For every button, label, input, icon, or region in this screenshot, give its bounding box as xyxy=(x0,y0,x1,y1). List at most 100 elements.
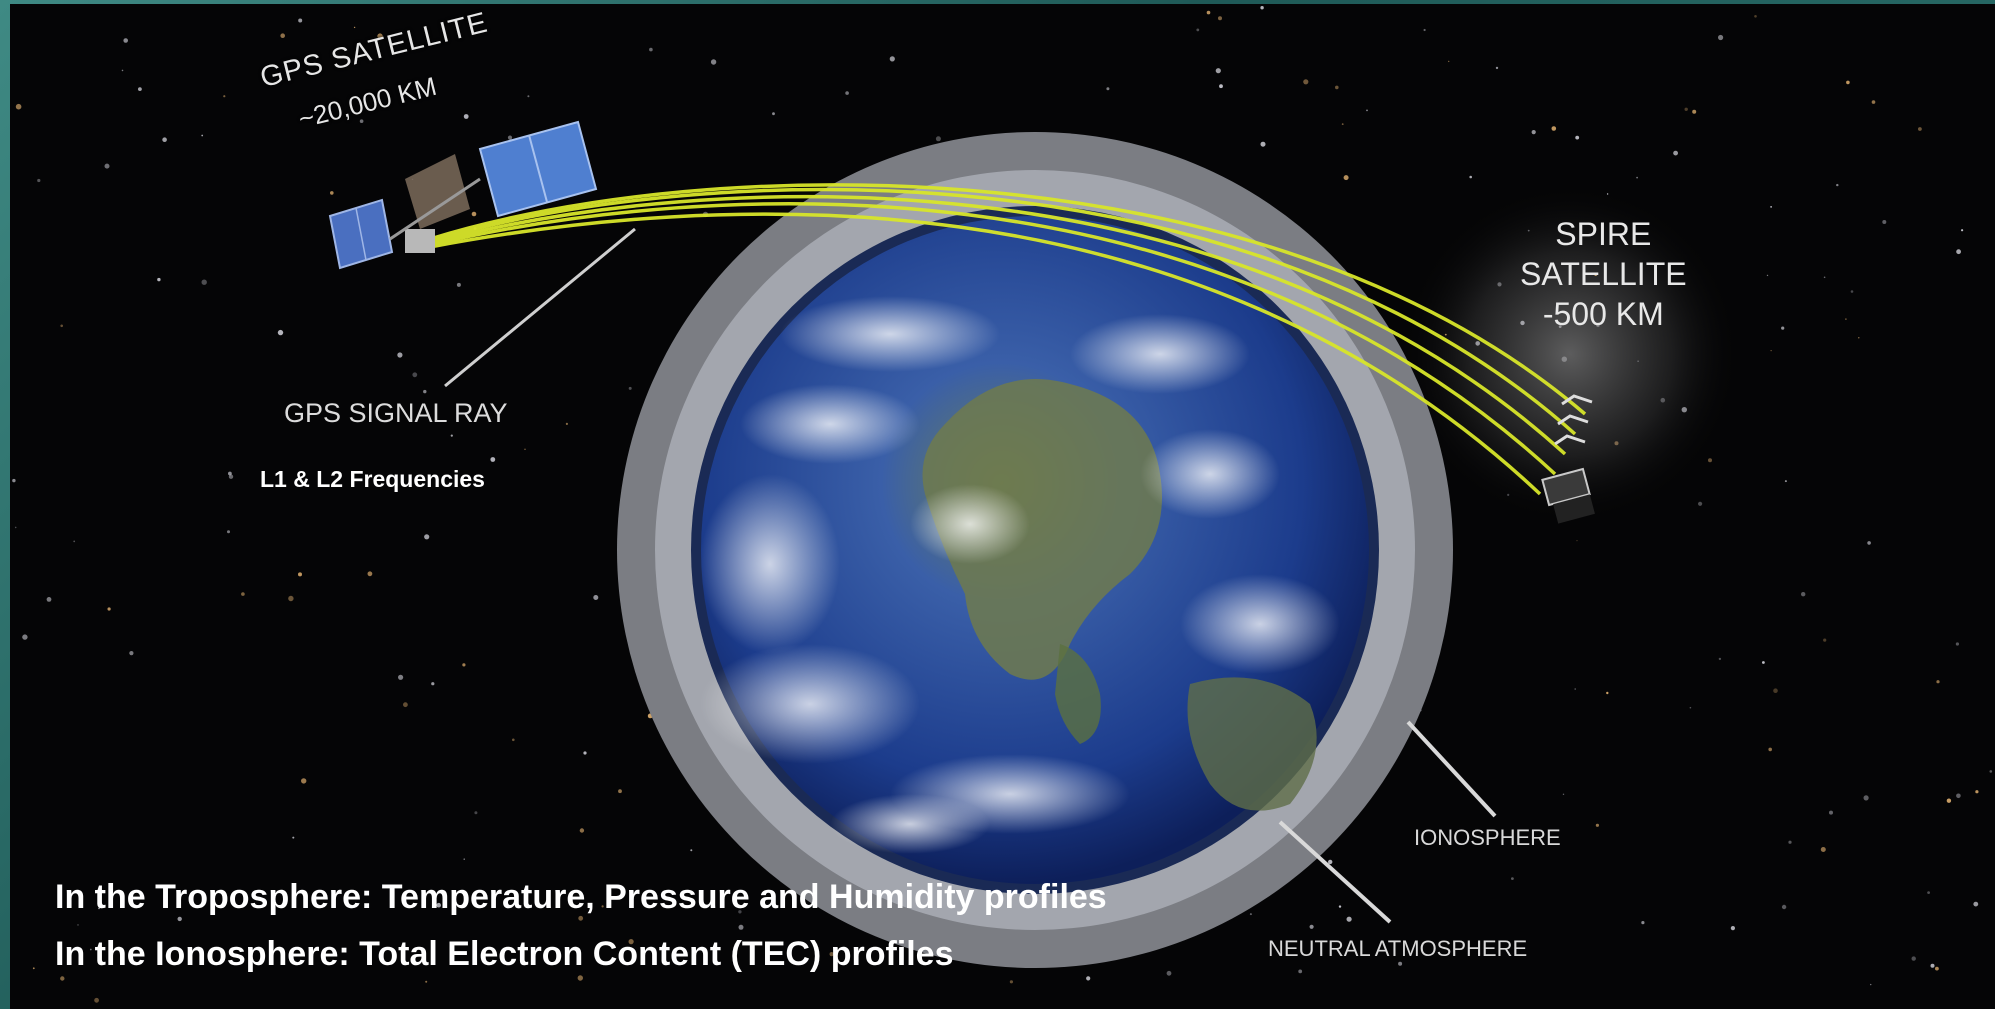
star xyxy=(1338,905,1342,908)
star xyxy=(1641,921,1645,925)
star xyxy=(15,103,22,110)
central-america-land xyxy=(1055,644,1101,744)
spire-line-1: SPIRE xyxy=(1555,216,1652,252)
star xyxy=(1531,130,1536,135)
star xyxy=(935,136,941,142)
star xyxy=(1973,901,1979,907)
star xyxy=(77,924,79,926)
star xyxy=(1946,798,1952,803)
star xyxy=(1730,926,1735,931)
star xyxy=(1845,318,1847,320)
star xyxy=(301,778,307,784)
star xyxy=(367,571,373,577)
star xyxy=(280,33,286,38)
star xyxy=(1788,840,1792,844)
star xyxy=(1343,175,1349,181)
star xyxy=(436,902,442,908)
star xyxy=(565,422,569,425)
star xyxy=(1086,976,1091,981)
star xyxy=(474,811,478,815)
star xyxy=(1823,276,1826,279)
star xyxy=(578,915,584,921)
star xyxy=(1850,290,1854,293)
star xyxy=(1448,60,1450,63)
star xyxy=(177,916,182,922)
star xyxy=(1930,963,1935,968)
star xyxy=(1206,10,1211,15)
spire-satellite-icon xyxy=(1541,394,1595,524)
star xyxy=(94,997,99,1003)
star xyxy=(1106,87,1110,91)
frequencies-label: L1 & L2 Frequencies xyxy=(260,466,485,492)
star xyxy=(1309,924,1314,929)
star xyxy=(123,38,128,43)
star xyxy=(1328,859,1333,865)
star xyxy=(1823,638,1827,642)
star xyxy=(22,634,28,640)
star xyxy=(1636,176,1638,179)
star xyxy=(201,279,207,285)
star xyxy=(228,471,232,476)
star xyxy=(1606,691,1609,695)
star xyxy=(223,95,226,98)
star xyxy=(456,282,461,287)
star xyxy=(463,858,465,860)
star xyxy=(129,651,134,656)
star xyxy=(1766,274,1769,277)
signal-ray-pointer xyxy=(444,227,636,388)
star xyxy=(1684,107,1688,112)
star xyxy=(32,967,35,970)
spire-satellite-label: SPIRE SATELLITE -500 KM xyxy=(1520,214,1687,334)
star xyxy=(1846,80,1850,85)
ionosphere-label: IONOSPHERE xyxy=(1414,825,1561,850)
spire-line-2: SATELLITE xyxy=(1520,256,1687,292)
star xyxy=(618,789,622,794)
gps-radio-occultation-diagram xyxy=(12,6,1993,1003)
star xyxy=(1956,249,1961,255)
star xyxy=(1863,795,1869,801)
star xyxy=(463,114,469,119)
star xyxy=(73,540,76,543)
star xyxy=(1698,501,1703,506)
star xyxy=(1219,84,1223,89)
star xyxy=(1770,206,1772,208)
south-america-land xyxy=(1187,677,1317,811)
star xyxy=(1495,66,1499,70)
star xyxy=(1673,150,1678,156)
star xyxy=(1935,966,1939,971)
star xyxy=(1469,175,1472,179)
star xyxy=(1335,85,1339,90)
star xyxy=(138,87,142,91)
spire-glow xyxy=(1400,184,1740,524)
star xyxy=(1708,458,1712,463)
star xyxy=(292,836,295,839)
star xyxy=(1781,326,1785,330)
star xyxy=(1781,904,1787,910)
star xyxy=(1341,123,1344,125)
star xyxy=(1196,28,1200,32)
star xyxy=(1989,770,1993,773)
star xyxy=(298,18,303,23)
star xyxy=(490,457,496,462)
cloud-cover xyxy=(700,296,1340,854)
star xyxy=(1346,916,1352,922)
star xyxy=(1882,220,1887,224)
star xyxy=(157,277,161,282)
star xyxy=(1911,956,1916,961)
star xyxy=(1784,480,1787,483)
star xyxy=(1260,141,1266,147)
star xyxy=(1762,661,1765,664)
star xyxy=(412,372,418,378)
star xyxy=(593,595,599,600)
star xyxy=(1867,541,1871,545)
star xyxy=(1975,790,1979,794)
star xyxy=(1551,126,1557,131)
star xyxy=(1298,969,1303,974)
star xyxy=(1718,657,1722,661)
star xyxy=(690,849,693,852)
star xyxy=(1574,688,1576,690)
ionosphere-caption: In the Ionosphere: Total Electron Conten… xyxy=(55,935,954,973)
star xyxy=(1215,68,1221,74)
star xyxy=(288,595,294,602)
star xyxy=(1423,28,1426,32)
